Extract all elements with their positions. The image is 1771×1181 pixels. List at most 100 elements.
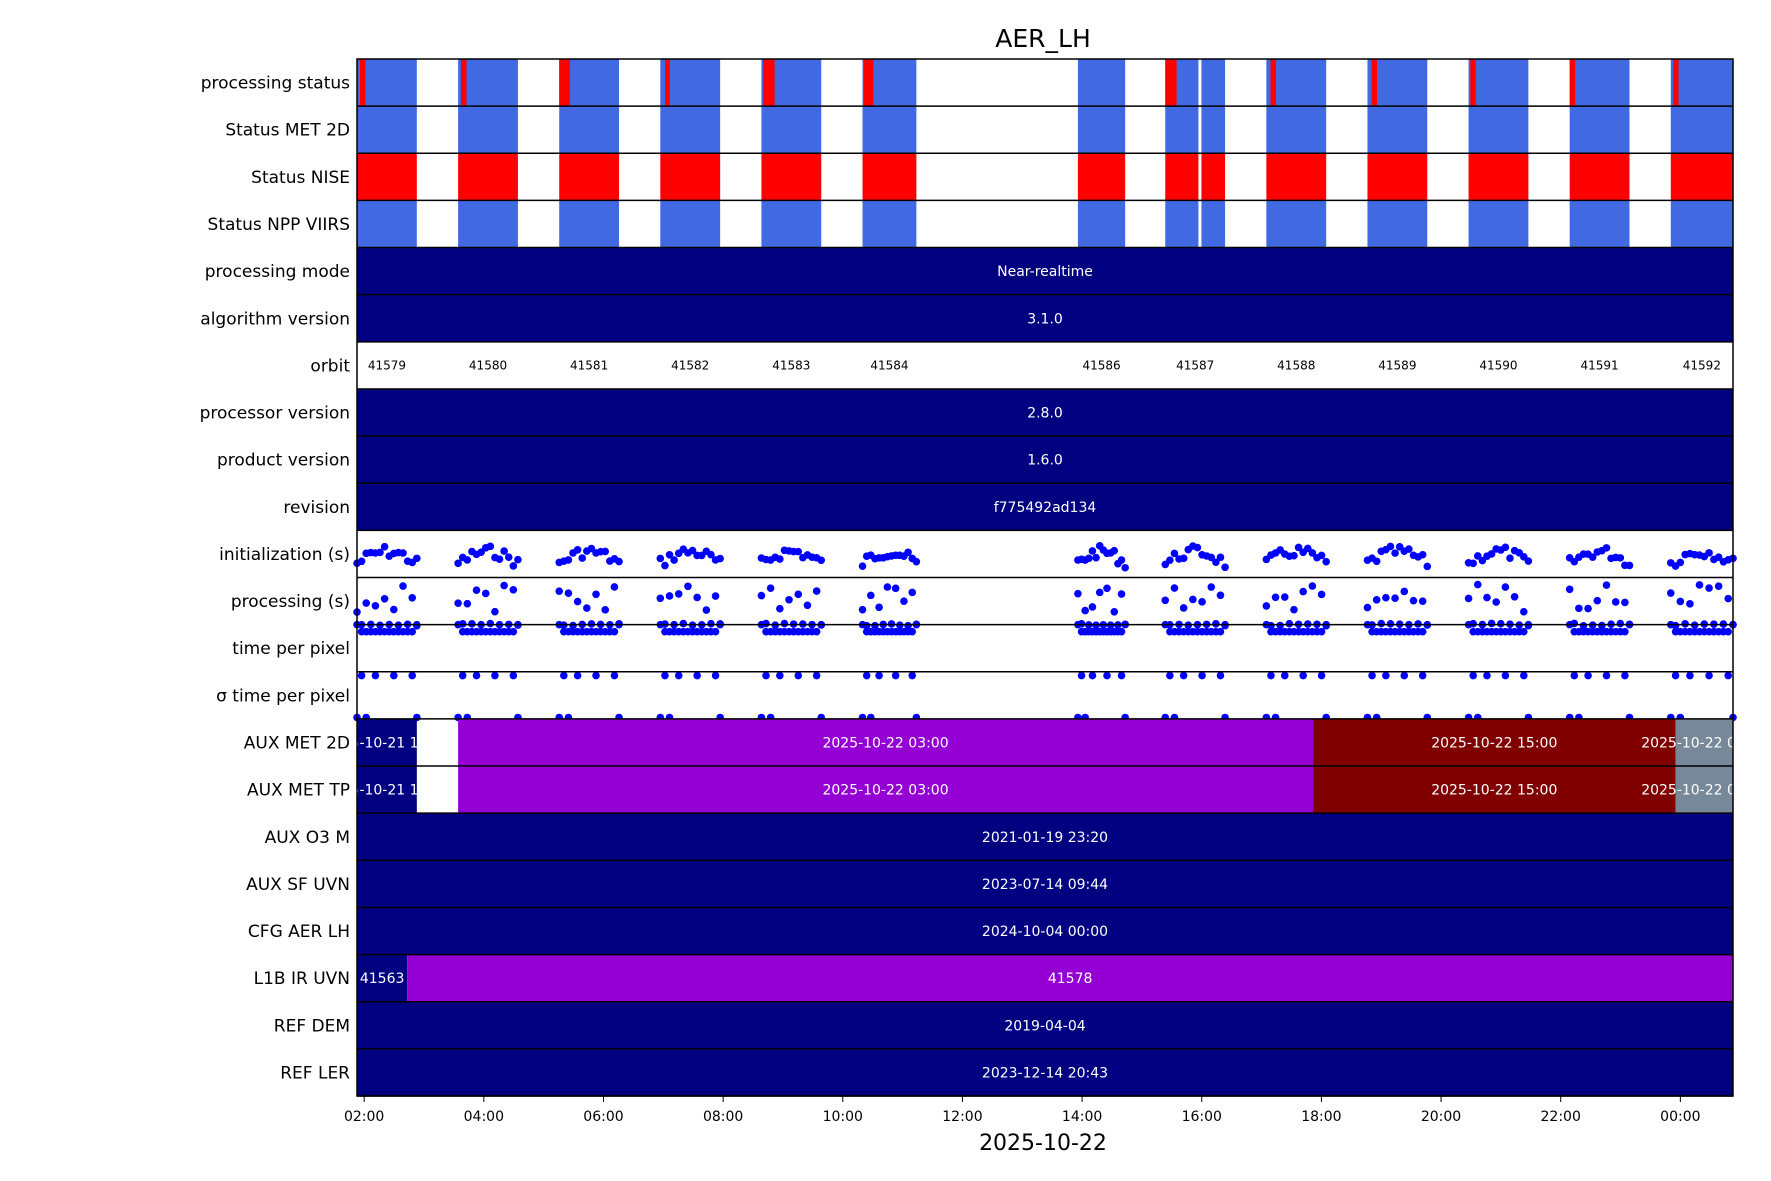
data-point: [1308, 549, 1317, 557]
data-point: [1469, 671, 1477, 680]
data-point: [1372, 557, 1381, 566]
data-point: [665, 592, 674, 600]
orbit-label: 41581: [570, 358, 608, 372]
data-point: [390, 605, 398, 614]
row-label: L1B IR UVN: [254, 969, 350, 989]
granule-bar: [458, 153, 518, 201]
row-label: product version: [217, 451, 350, 471]
data-point: [1676, 597, 1685, 606]
granule-bar: [1569, 153, 1630, 201]
data-point: [1473, 580, 1482, 589]
data-point: [1170, 584, 1179, 592]
data-point: [1611, 598, 1620, 606]
data-point: [495, 555, 504, 563]
data-point: [1724, 594, 1733, 603]
data-point: [1588, 553, 1597, 561]
data-point: [1317, 627, 1326, 636]
data-point: [500, 547, 508, 555]
data-point: [408, 627, 417, 636]
data-point: [601, 606, 610, 614]
granule-bar: [1468, 106, 1529, 154]
granule-bar: [660, 106, 721, 154]
orbit-label: 41580: [469, 358, 507, 372]
data-point: [564, 589, 573, 598]
data-point: [1103, 584, 1111, 593]
data-point: [463, 556, 472, 564]
x-axis: 02:00 04:00 06:00 08:00 10:00 12:00 14:00 16:00…: [344, 1096, 1701, 1125]
data-point: [711, 592, 720, 600]
granule-bar: [1077, 200, 1126, 248]
granule-bar: [357, 153, 417, 201]
data-point: [794, 547, 803, 556]
data-point: [1386, 542, 1395, 551]
segment-label: 2024-10-04 00:00: [982, 924, 1108, 940]
data-point: [1621, 627, 1629, 636]
row-label: time per pixel: [232, 639, 350, 659]
data-point: [1681, 619, 1689, 628]
x-tick-label: 12:00: [942, 1109, 982, 1125]
row-label: Status MET 2D: [225, 121, 350, 141]
data-point: [1519, 607, 1528, 616]
data-point: [1386, 620, 1395, 628]
row-time-per-pixel: [353, 620, 1737, 636]
data-point: [674, 671, 683, 680]
data-point: [1391, 549, 1399, 557]
data-point: [1418, 597, 1427, 605]
data-point: [766, 584, 775, 592]
data-point: [693, 671, 701, 680]
row-separators: [356, 58, 1734, 1097]
data-point: [1077, 671, 1086, 680]
x-tick-label: 06:00: [583, 1109, 623, 1125]
data-point: [693, 593, 701, 602]
row-status-npp-viirs: [357, 200, 1733, 248]
error-mark: [1371, 59, 1378, 107]
data-point: [1418, 550, 1427, 559]
row-label: AUX O3 M: [265, 828, 350, 848]
data-point: [399, 582, 407, 590]
segment-label: 2025-10-22 15:00: [1431, 783, 1557, 799]
segment-label: 2.8.0: [1027, 406, 1063, 422]
data-point: [1085, 554, 1093, 563]
granule-bar: [559, 200, 620, 248]
data-point: [1179, 604, 1188, 612]
data-point: [1382, 593, 1390, 602]
data-point: [1483, 671, 1491, 680]
data-point: [1081, 606, 1089, 615]
data-point: [504, 553, 513, 562]
data-point: [413, 554, 421, 563]
row-status-met-2d: [357, 106, 1733, 154]
data-point: [762, 671, 770, 680]
data-point: [780, 619, 789, 628]
x-tick-label: 18:00: [1301, 1109, 1341, 1125]
data-point: [1088, 547, 1097, 555]
row-cfg-aer-lh: 2024-10-04 00:00: [357, 907, 1733, 955]
data-point: [1377, 619, 1386, 628]
data-point: [458, 671, 467, 680]
plot-frame: [356, 58, 1734, 1097]
data-point: [1724, 671, 1733, 680]
data-point: [1110, 546, 1119, 555]
granule-bar: [1468, 200, 1529, 248]
segment-label: Near-realtime: [997, 264, 1093, 280]
data-point: [1216, 627, 1225, 636]
data-point: [1290, 605, 1298, 614]
data-point: [514, 555, 522, 564]
data-point: [812, 627, 821, 636]
data-point: [684, 582, 692, 591]
granule-bar: [1077, 106, 1126, 154]
data-point: [908, 588, 917, 597]
data-point: [794, 590, 803, 599]
segment-bar: [1675, 718, 1733, 767]
granule-bar: [660, 59, 721, 107]
data-point: [776, 671, 784, 680]
x-axis-label: 2025-10-22: [979, 1131, 1107, 1156]
data-point: [454, 559, 462, 568]
data-point: [1483, 593, 1491, 602]
granule-bar: [1367, 59, 1428, 107]
error-mark: [863, 59, 874, 107]
data-point: [573, 671, 582, 680]
data-point: [674, 590, 683, 598]
data-point: [862, 671, 871, 680]
data-point: [1621, 671, 1629, 680]
